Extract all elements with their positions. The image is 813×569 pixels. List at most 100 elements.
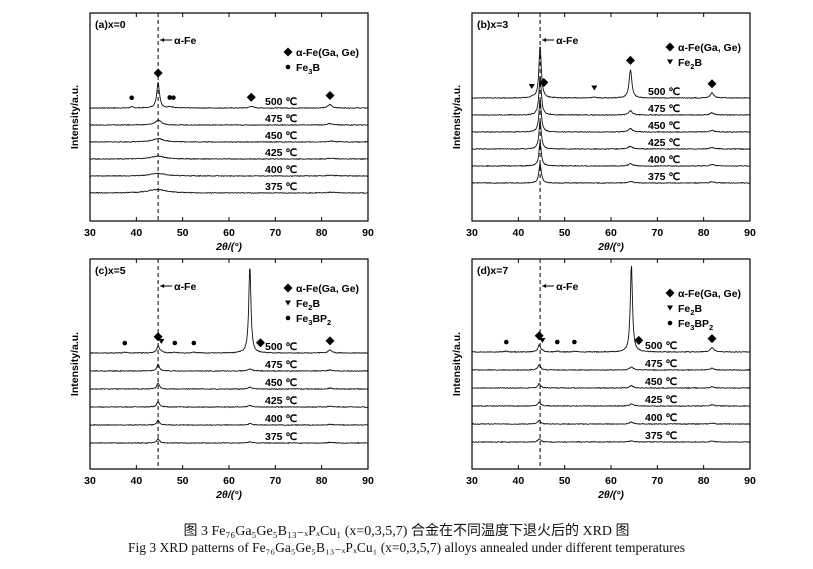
x-tick-label: 40	[130, 227, 142, 239]
temperature-label: 425 ℃	[645, 394, 677, 406]
temperature-label: 400 ℃	[648, 154, 680, 166]
triangle-phase-marker	[528, 83, 535, 89]
temperature-label: 400 ℃	[265, 164, 297, 176]
xrd-curve-425C	[472, 401, 750, 408]
xrd-curve-400C	[90, 172, 368, 177]
xrd-curve-375C	[472, 438, 750, 444]
xrd-curve-500C	[472, 265, 750, 353]
y-axis-label: Intensity/a.u.	[69, 332, 81, 396]
x-axis-label: 2θ/(°)	[215, 489, 242, 501]
circle-phase-marker	[572, 339, 577, 345]
xrd-curve-450C	[472, 99, 750, 134]
circle-phase-marker	[122, 340, 128, 346]
x-tick-label: 60	[605, 227, 617, 239]
curves	[472, 46, 750, 185]
circle-phase-marker	[191, 340, 197, 346]
reference-line-label: α-Fe	[174, 281, 196, 293]
xrd-curve-375C	[90, 188, 368, 194]
x-tick-label: 50	[177, 227, 189, 239]
temperature-label: 450 ℃	[265, 377, 297, 389]
legend-label: α-Fe(Ga, Ge)	[678, 288, 741, 300]
temperature-label: 375 ℃	[265, 181, 297, 193]
y-axis-label: Intensity/a.u.	[69, 85, 81, 149]
x-tick-label: 70	[651, 475, 663, 487]
xrd-curve-375C	[472, 163, 750, 185]
temperature-label: 500 ℃	[265, 341, 297, 353]
triangle-phase-marker	[158, 338, 165, 344]
xrd-curve-400C	[90, 419, 368, 427]
temperature-label: 475 ℃	[645, 358, 677, 370]
legend-label: Fe3B	[296, 62, 320, 76]
legend-diamond-icon	[283, 283, 293, 293]
x-tick-label: 30	[84, 475, 96, 487]
temperature-label: 425 ℃	[648, 137, 680, 149]
temperature-label: 375 ℃	[648, 171, 680, 183]
legend-label: Fe3BP2	[678, 318, 713, 332]
x-tick-label: 90	[362, 227, 374, 239]
x-tick-label: 50	[177, 475, 189, 487]
legend-label: Fe3BP2	[296, 313, 331, 327]
x-tick-label: 50	[559, 227, 571, 239]
temperature-label: 450 ℃	[645, 376, 677, 388]
caption-english: Fig 3 XRD patterns of Fe₇₆Ga₅Ge₅B₁₃₋ₓPₓC…	[128, 540, 685, 555]
legend-circle-icon	[285, 64, 291, 70]
temperature-label: 500 ℃	[648, 86, 680, 98]
xrd-panel-4: 30 40 50 60 70 80 90 2θ/(°) Intensity/a.u. (d)x=7…	[451, 258, 756, 501]
panel-label: (a)x=0	[95, 19, 126, 31]
diamond-phase-marker	[707, 79, 717, 89]
legend-label: α-Fe(Ga, Ge)	[296, 47, 359, 59]
panel-label: (b)x=3	[477, 19, 508, 31]
xrd-curve-425C	[90, 401, 368, 409]
circle-phase-marker	[503, 339, 509, 345]
temperature-label: 450 ℃	[648, 120, 680, 132]
x-tick-label: 60	[223, 227, 235, 239]
x-tick-label: 60	[223, 475, 235, 487]
circle-phase-marker	[172, 340, 178, 346]
xrd-curve-375C	[90, 438, 368, 445]
xrd-curve-500C	[90, 82, 368, 109]
xrd-curve-475C	[90, 119, 368, 127]
diamond-phase-marker	[634, 335, 644, 345]
x-tick-label: 70	[269, 475, 281, 487]
x-axis-label: 2θ/(°)	[215, 241, 242, 253]
diamond-phase-marker	[246, 92, 256, 102]
legend-triangle-icon	[285, 300, 291, 306]
xrd-panel-1: 30 40 50 60 70 80 90 2θ/(°) Intensity/a.u. (a)x=0…	[69, 12, 374, 253]
x-tick-label: 70	[651, 227, 663, 239]
temperature-label: 475 ℃	[265, 359, 297, 371]
plot-frame	[89, 12, 369, 222]
x-axis-label: 2θ/(°)	[597, 489, 624, 501]
legend-circle-icon	[667, 320, 673, 326]
diamond-phase-marker	[153, 68, 163, 78]
curves	[90, 268, 368, 445]
temperature-label: 425 ℃	[265, 395, 297, 407]
legend-label: α-Fe(Ga, Ge)	[678, 42, 741, 54]
xrd-curve-425C	[90, 155, 368, 161]
y-axis-label: Intensity/a.u.	[451, 85, 463, 149]
x-tick-label: 90	[362, 475, 374, 487]
x-tick-label: 30	[466, 475, 478, 487]
diamond-phase-marker	[325, 90, 335, 100]
legend-diamond-icon	[283, 47, 293, 57]
xrd-curve-475C	[90, 363, 368, 373]
x-tick-label: 50	[559, 475, 571, 487]
xrd-curve-475C	[472, 364, 750, 372]
reference-line-label: α-Fe	[556, 281, 578, 293]
xrd-curve-500C	[90, 268, 368, 355]
xrd-curve-450C	[90, 382, 368, 391]
legend-label: Fe2B	[678, 57, 702, 71]
panel-label: (d)x=7	[477, 265, 508, 277]
caption-chinese: 图 3 Fe₇₆Ga₅Ge₅B₁₃₋ₓPₓCu₁ (x=0,3,5,7) 合金在…	[183, 524, 630, 539]
triangle-phase-marker	[591, 85, 598, 91]
legend-diamond-icon	[665, 42, 675, 52]
x-tick-label: 70	[269, 227, 281, 239]
legend-label: α-Fe(Ga, Ge)	[296, 283, 359, 295]
xrd-curve-500C	[472, 46, 750, 99]
legend-label: Fe2B	[296, 298, 320, 312]
x-tick-label: 80	[698, 227, 710, 239]
circle-phase-marker	[554, 339, 560, 345]
legend-circle-icon	[285, 315, 291, 321]
xrd-figure: 30 40 50 60 70 80 90 2θ/(°) Intensity/a.u. (a)x=0…	[69, 12, 756, 501]
circle-phase-marker	[167, 95, 172, 100]
legend-triangle-icon	[667, 305, 673, 311]
